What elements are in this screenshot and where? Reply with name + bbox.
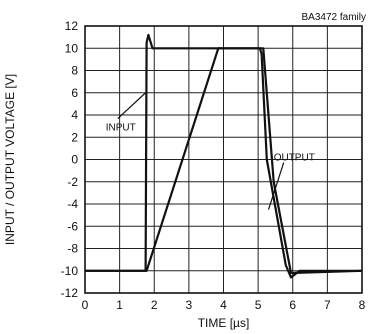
y-tick-label: -4	[67, 197, 78, 211]
y-tick-labels: -12 -10 -8 -6 -4 -2 0 2 4 6 8 10 12	[61, 19, 79, 300]
y-tick-label: -12	[61, 286, 79, 300]
y-tick-label: -6	[67, 219, 78, 233]
grid	[84, 25, 363, 294]
annotation-leader	[117, 92, 147, 120]
x-tick-label: 4	[220, 298, 227, 312]
y-axis-label: INPUT / OUTPUT VOLTAGE [V]	[3, 74, 17, 245]
y-tick-label: 2	[71, 130, 78, 144]
x-tick-label: 7	[324, 298, 331, 312]
y-tick-label: 6	[71, 86, 78, 100]
y-tick-label: 12	[65, 19, 79, 33]
annotation-leader	[267, 162, 285, 210]
x-tick-label: 5	[255, 298, 262, 312]
x-tick-label: 8	[359, 298, 366, 312]
x-tick-label: 6	[289, 298, 296, 312]
x-tick-labels: 0 1 2 3 4 5 6 7 8	[82, 298, 366, 312]
y-tick-label: -8	[67, 242, 78, 256]
x-tick-label: 3	[186, 298, 193, 312]
plot-frame	[84, 25, 363, 294]
x-axis-label: TIME [µs]	[198, 316, 250, 330]
series-line-input	[85, 33, 362, 279]
x-tick-label: 2	[151, 298, 158, 312]
series-line-output	[85, 47, 363, 275]
y-tick-label: -10	[61, 264, 79, 278]
annotation-label: INPUT	[106, 123, 136, 134]
x-tick-label: 1	[116, 298, 123, 312]
y-tick-label: -2	[67, 175, 78, 189]
x-tick-label: 0	[82, 298, 89, 312]
y-tick-label: 10	[65, 41, 79, 55]
y-tick-label: 4	[71, 108, 78, 122]
y-tick-label: 0	[71, 153, 78, 167]
series-layer	[85, 33, 363, 279]
annotation-label: OUTPUT	[274, 153, 315, 164]
y-tick-label: 8	[71, 64, 78, 78]
annotations: INPUT OUTPUT	[106, 92, 315, 210]
chart-title: BA3472 family	[302, 12, 366, 23]
